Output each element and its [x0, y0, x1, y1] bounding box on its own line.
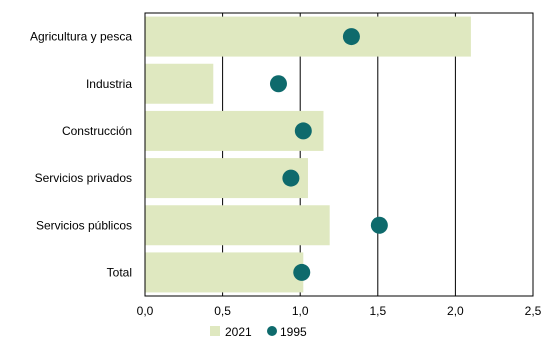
x-tick-label: 0,5	[214, 304, 231, 318]
x-tick-label: 2,0	[447, 304, 464, 318]
category-label: Servicios privados	[35, 171, 132, 185]
legend: 2021 1995	[210, 325, 307, 339]
bar-series-2021	[145, 16, 471, 293]
bar-2021	[145, 63, 214, 104]
legend-swatch-2021	[210, 326, 220, 336]
dot-1995	[269, 75, 287, 93]
bar-2021	[145, 205, 330, 246]
category-label: Construcción	[62, 124, 132, 138]
bar-2021	[145, 158, 308, 199]
gridlines	[222, 13, 456, 296]
category-label: Industria	[86, 77, 132, 91]
dot-1995	[282, 169, 300, 187]
x-tick-label: 0,0	[137, 304, 154, 318]
x-tick-label: 1,0	[292, 304, 309, 318]
bar-2021	[145, 110, 324, 151]
dot-series-1995	[269, 28, 388, 281]
dot-1995	[342, 28, 360, 46]
category-label: Servicios públicos	[36, 218, 132, 232]
dot-1995	[370, 216, 388, 234]
x-tick-label: 1,5	[369, 304, 386, 318]
legend-label-1995: 1995	[280, 325, 307, 339]
bar-2021	[145, 252, 304, 293]
dot-1995	[294, 122, 312, 140]
category-label: Agricultura y pesca	[30, 30, 132, 44]
plot-frame	[144, 12, 534, 297]
x-tick-label: 2,5	[525, 304, 542, 318]
legend-swatch-1995	[267, 326, 277, 336]
legend-label-2021: 2021	[225, 325, 252, 339]
x-tick-labels: 0,0 0,5 1,0 1,5 2,0 2,5	[137, 304, 542, 318]
category-labels: Agricultura y pesca Industria Construcción…	[30, 30, 132, 280]
dot-1995	[293, 263, 311, 281]
bar-2021	[145, 16, 471, 57]
category-label: Total	[107, 265, 132, 279]
